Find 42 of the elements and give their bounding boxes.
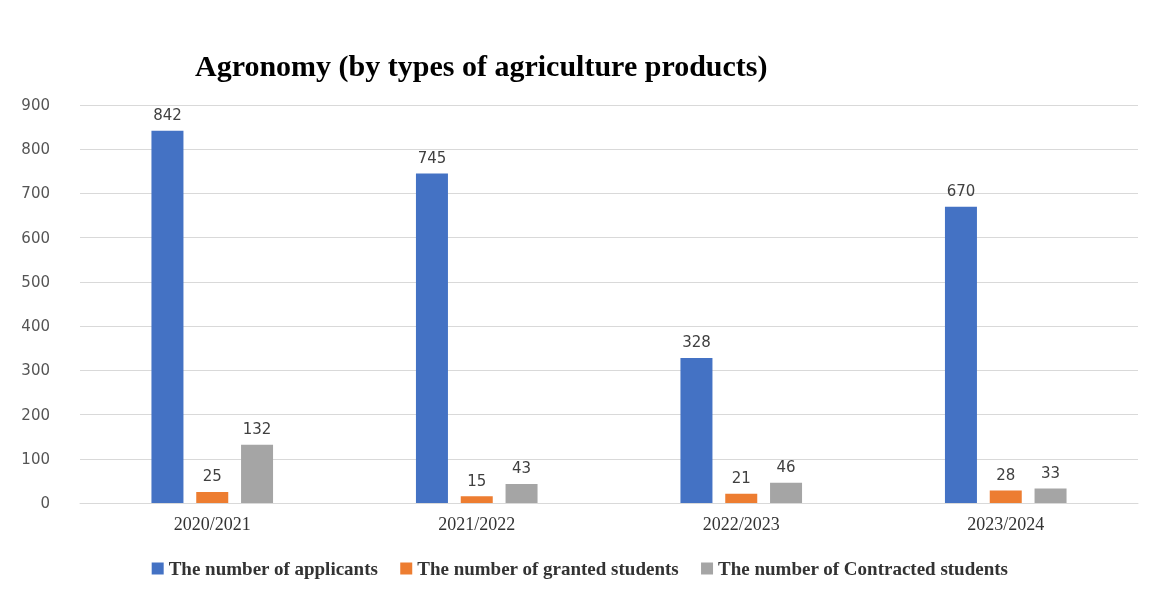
y-tick-label: 400 — [21, 317, 50, 336]
bar — [505, 483, 538, 503]
y-tick-label: 500 — [21, 272, 50, 291]
bar — [680, 357, 713, 503]
x-tick-label: 2023/2024 — [967, 514, 1045, 534]
legend-label: The number of Contracted students — [718, 558, 1008, 579]
y-tick-label: 100 — [21, 449, 50, 468]
y-tick-label: 200 — [21, 405, 50, 424]
bar — [241, 444, 274, 503]
data-label: 28 — [996, 466, 1016, 485]
bar — [944, 206, 977, 503]
data-label: 328 — [682, 333, 711, 352]
data-label: 15 — [467, 471, 487, 490]
x-tick-label: 2020/2021 — [173, 514, 251, 534]
y-tick-label: 900 — [21, 96, 50, 114]
data-label: 842 — [153, 106, 182, 125]
legend-label: The number of applicants — [168, 558, 378, 579]
data-label: 43 — [512, 459, 532, 478]
bar — [460, 496, 493, 503]
legend-label: The number of granted students — [417, 558, 679, 579]
x-tick-label: 2021/2022 — [438, 514, 516, 534]
bar — [1034, 488, 1067, 503]
y-tick-label: 0 — [40, 494, 50, 512]
data-label: 46 — [776, 458, 796, 477]
bar — [725, 493, 758, 503]
data-label: 132 — [242, 420, 272, 439]
bar — [989, 490, 1022, 503]
x-tick-label: 2022/2023 — [702, 514, 780, 534]
bar — [415, 173, 448, 503]
y-tick-label: 700 — [21, 184, 50, 203]
chart-title: Agronomy (by types of agriculture products) — [195, 48, 768, 83]
bar — [196, 491, 229, 503]
y-tick-label: 300 — [21, 361, 50, 380]
data-label: 670 — [946, 182, 976, 201]
y-tick-label: 800 — [21, 140, 50, 159]
data-label: 21 — [731, 469, 751, 488]
bar — [770, 482, 803, 503]
y-tick-label: 600 — [21, 228, 50, 247]
data-label: 25 — [202, 467, 222, 486]
bar — [151, 130, 184, 503]
data-label: 745 — [417, 149, 447, 168]
data-label: 33 — [1041, 463, 1061, 482]
